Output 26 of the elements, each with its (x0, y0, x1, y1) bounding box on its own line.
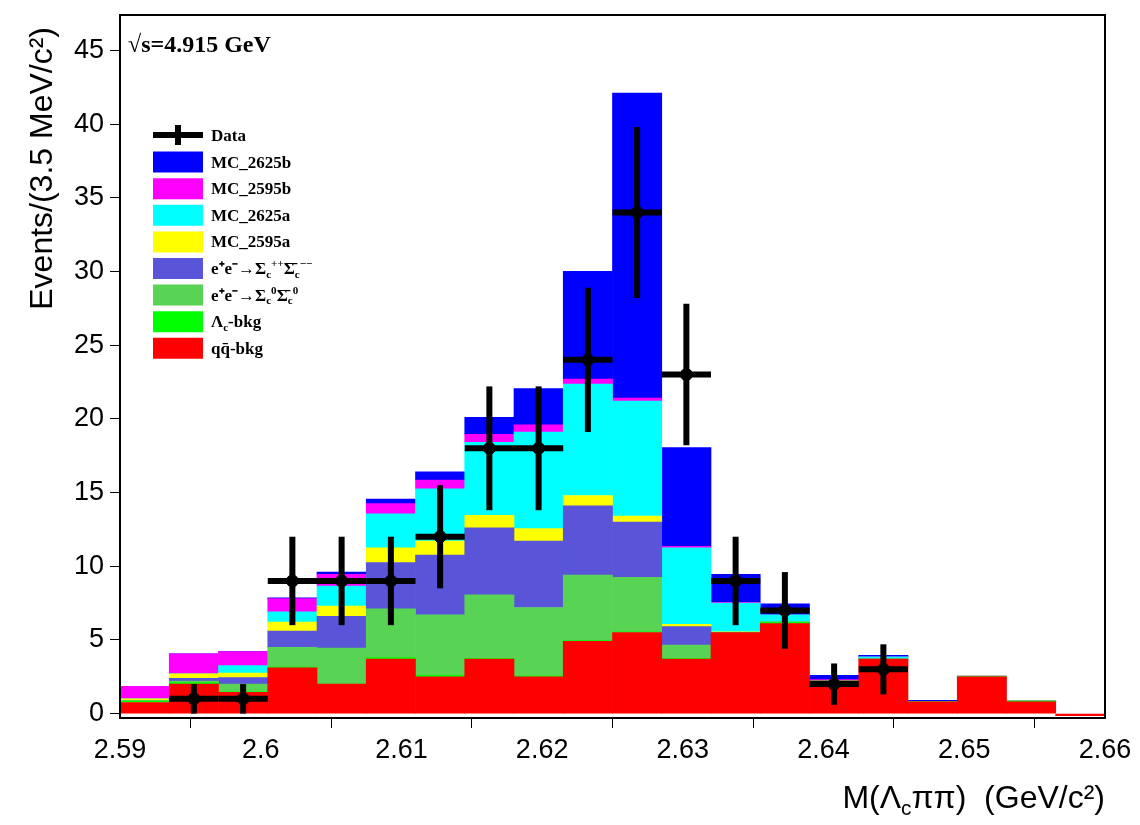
y-tick-label: 15 (73, 475, 104, 506)
x-tick-label: 2.6 (241, 733, 280, 764)
legend-label: MC_2625b (211, 152, 292, 172)
y-tick-label: 45 (73, 33, 104, 64)
y-tick-label: 35 (73, 181, 104, 212)
x-tick-label: 2.59 (93, 733, 147, 764)
legend-label: MC_2595b (211, 179, 292, 199)
y-tick-label: 10 (73, 549, 104, 580)
x-tick-label: 2.61 (375, 733, 428, 764)
x-tick-label: 2.66 (1078, 733, 1132, 764)
y-tick-label: 30 (73, 254, 104, 285)
annotation: √s=4.915 GeV (128, 31, 272, 57)
legend-label: MC_2595a (211, 232, 291, 252)
x-tick-label: 2.64 (797, 733, 850, 764)
x-tick-label: 2.65 (938, 733, 991, 764)
x-tick-label: 2.62 (515, 733, 569, 764)
legend-label: MC_2625a (211, 205, 291, 225)
y-tick-label: 0 (88, 697, 104, 728)
y-tick-label: 5 (88, 623, 104, 654)
y-tick-label: 25 (73, 328, 104, 359)
legend-label: Data (211, 126, 247, 145)
y-tick-label: 40 (73, 107, 104, 138)
legend-label: qq̄-bkg (211, 338, 264, 358)
y-tick-label: 20 (73, 402, 104, 433)
x-tick-label: 2.63 (656, 733, 710, 764)
y-axis-title: Events/(3.5 MeV/c²) (23, 27, 59, 310)
